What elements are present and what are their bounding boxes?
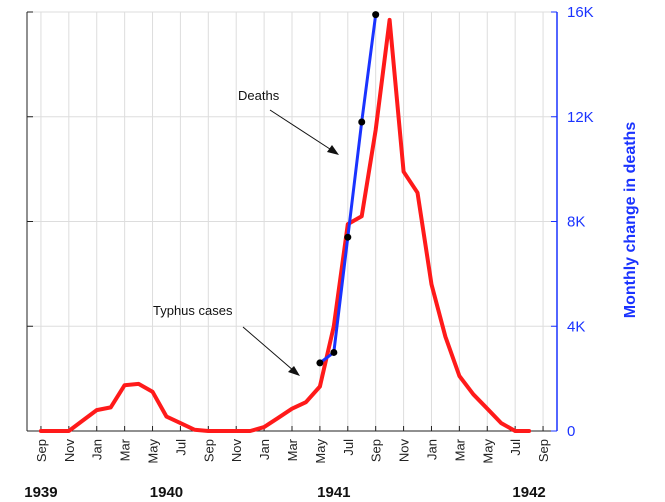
- year-label: 1940: [150, 484, 183, 501]
- x-tick-label: May: [146, 439, 161, 464]
- x-tick-label: Sep: [536, 439, 551, 462]
- x-tick-label: Jul: [173, 439, 188, 456]
- deaths-point: [344, 233, 352, 241]
- y-tick-label: 12K: [567, 109, 594, 126]
- deaths-point: [372, 11, 380, 19]
- x-tick-label: Nov: [229, 439, 244, 463]
- x-tick-label: Jan: [424, 439, 439, 460]
- x-tick-label: Jul: [508, 439, 523, 456]
- y-tick-label: 4K: [567, 318, 585, 335]
- x-tick-label: Sep: [34, 439, 49, 462]
- year-label: 1939: [24, 484, 57, 501]
- series-lines: [38, 11, 532, 433]
- annotations: Deaths Typhus cases: [153, 88, 339, 376]
- annotation-deaths-arrow: [269, 109, 334, 152]
- annotation-typhus-arrow: [242, 326, 295, 372]
- x-tick-label: Nov: [62, 439, 77, 463]
- y-ticks: 0 4K 8K 12K 16K: [27, 4, 594, 440]
- x-tick-label: Nov: [397, 439, 412, 463]
- x-tick-label: Jan: [90, 439, 105, 460]
- y-tick-label: 16K: [567, 4, 594, 21]
- x-tick-label: Jan: [257, 439, 272, 460]
- deaths-point: [316, 359, 324, 367]
- annotation-typhus-arrowhead: [288, 366, 300, 376]
- annotation-typhus-cases: Typhus cases: [153, 303, 233, 318]
- x-tick-label: Sep: [369, 439, 384, 462]
- annotation-deaths-arrowhead: [327, 145, 339, 155]
- x-tick-label: May: [480, 439, 495, 464]
- x-tick-label: Mar: [452, 438, 467, 461]
- year-label: 1941: [317, 484, 350, 501]
- x-tick-label: Mar: [285, 438, 300, 461]
- y-axis-title: Monthly change in deaths: [622, 122, 639, 319]
- x-ticks: Sep Nov Jan Mar May Jul Sep Nov Jan Mar May Jul Sep N…: [34, 426, 551, 464]
- x-tick-label: Mar: [118, 438, 133, 461]
- y-tick-label: 8K: [567, 214, 585, 231]
- x-tick-label: Jul: [341, 439, 356, 456]
- deaths-point: [330, 348, 338, 356]
- y-tick-label: 0: [567, 423, 575, 440]
- gridlines: [27, 11, 557, 431]
- typhus-cases-line: [38, 17, 532, 433]
- x-tick-label: Sep: [201, 439, 216, 462]
- year-labels: 1939 1940 1941 1942: [24, 484, 546, 501]
- annotation-deaths: Deaths: [238, 88, 280, 103]
- year-label: 1942: [512, 484, 545, 501]
- x-tick-label: May: [313, 439, 328, 464]
- deaths-point: [358, 118, 366, 126]
